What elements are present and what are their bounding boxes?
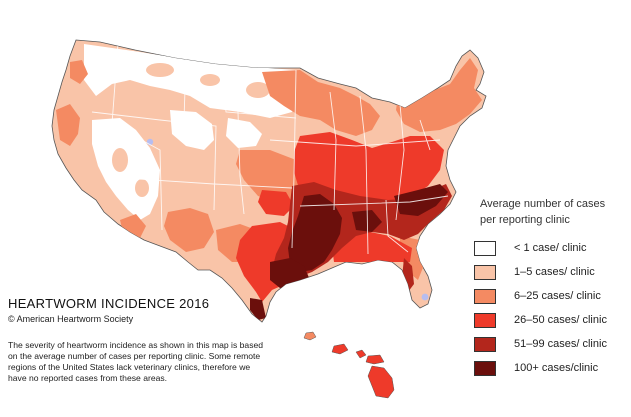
legend-label: 1–5 cases/ clinic <box>514 266 595 278</box>
legend-swatch <box>474 240 496 256</box>
legend-swatch <box>474 264 496 280</box>
state-borders <box>91 43 449 255</box>
copyright-text: © American Heartworm Society <box>8 314 134 324</box>
hawaii <box>303 331 395 399</box>
legend-label: 26–50 cases/ clinic <box>514 314 607 326</box>
legend-swatch <box>474 312 496 328</box>
legend-label: 6–25 cases/ clinic <box>514 290 601 302</box>
legend-title-line2: per reporting clinic <box>480 214 570 226</box>
legend-title: Average number of cases per reporting cl… <box>480 196 624 228</box>
legend: Average number of cases per reporting cl… <box>474 196 624 380</box>
legend-item: < 1 case/ clinic <box>474 236 624 260</box>
legend-item: 6–25 cases/ clinic <box>474 284 624 308</box>
legend-swatch <box>474 360 496 376</box>
incidence-regions <box>56 43 482 320</box>
legend-swatch <box>474 336 496 352</box>
legend-label: 51–99 cases/ clinic <box>514 338 607 350</box>
legend-label: < 1 case/ clinic <box>514 242 587 254</box>
legend-swatch <box>474 288 496 304</box>
map-description: The severity of heartworm incidence as s… <box>8 340 264 383</box>
legend-title-line1: Average number of cases <box>480 198 606 210</box>
legend-item: 100+ cases/clinic <box>474 356 624 380</box>
legend-item: 26–50 cases/ clinic <box>474 308 624 332</box>
legend-label: 100+ cases/clinic <box>514 362 599 374</box>
legend-item: 51–99 cases/ clinic <box>474 332 624 356</box>
title-block: HEARTWORM INCIDENCE 2016 © American Hear… <box>8 296 209 324</box>
legend-item: 1–5 cases/ clinic <box>474 260 624 284</box>
map-title: HEARTWORM INCIDENCE 2016 <box>8 296 210 311</box>
region-1-5-patches <box>112 63 270 197</box>
